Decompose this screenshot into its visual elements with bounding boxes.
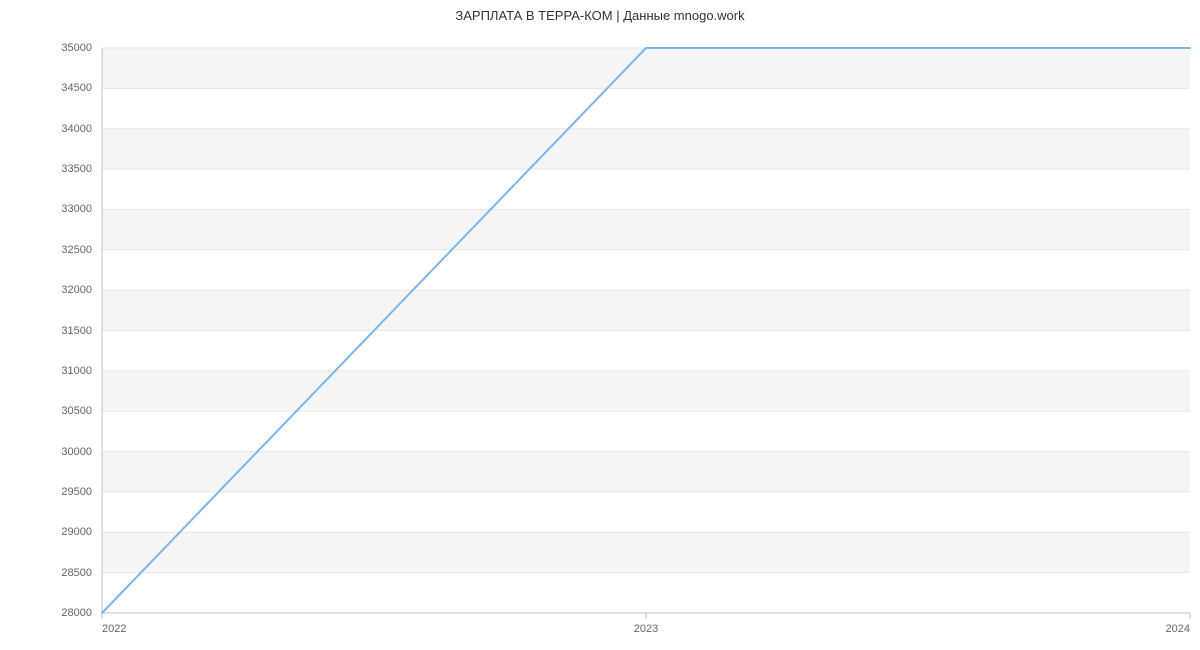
x-tick-label: 2022 [102, 623, 126, 635]
salary-chart: ЗАРПЛАТА В ТЕРРА-КОМ | Данные mnogo.work… [0, 0, 1200, 650]
x-tick-label: 2024 [1166, 623, 1190, 635]
y-tick-label: 29000 [0, 526, 92, 538]
y-tick-label: 28000 [0, 607, 92, 619]
y-tick-label: 34000 [0, 123, 92, 135]
y-tick-label: 35000 [0, 42, 92, 54]
y-tick-label: 34500 [0, 82, 92, 94]
x-tick-label: 2023 [634, 623, 658, 635]
y-tick-label: 28500 [0, 567, 92, 579]
y-tick-label: 30000 [0, 446, 92, 458]
y-tick-label: 30500 [0, 405, 92, 417]
y-tick-label: 32000 [0, 284, 92, 296]
y-tick-label: 31500 [0, 325, 92, 337]
y-tick-label: 31000 [0, 365, 92, 377]
y-tick-label: 33500 [0, 163, 92, 175]
y-tick-label: 33000 [0, 203, 92, 215]
chart-plot [0, 0, 1200, 650]
y-tick-label: 32500 [0, 244, 92, 256]
y-tick-label: 29500 [0, 486, 92, 498]
